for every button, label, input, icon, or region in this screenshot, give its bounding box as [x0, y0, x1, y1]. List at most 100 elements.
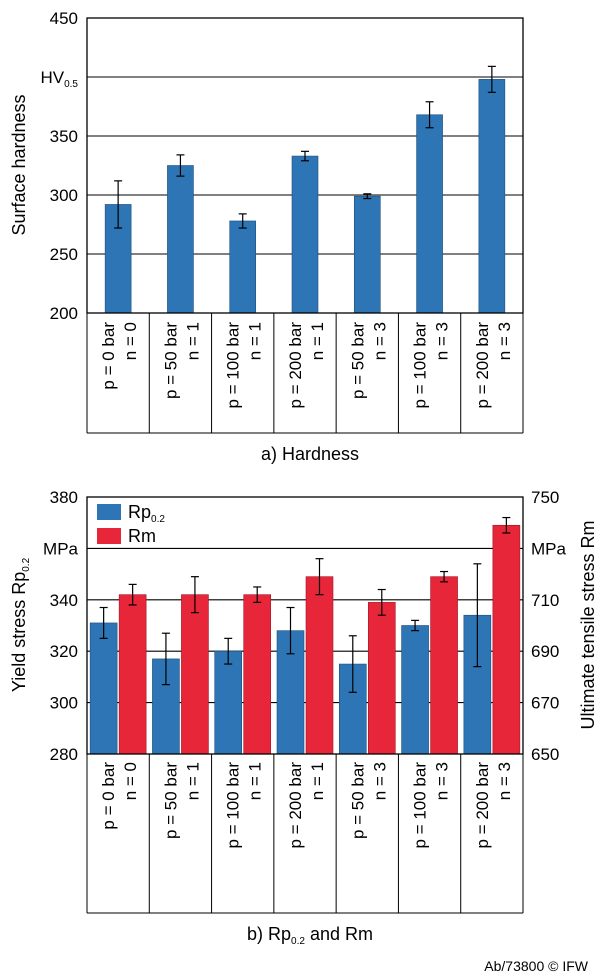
y2-tick-label: 670	[531, 694, 559, 713]
category-label-line2: n = 3	[495, 762, 514, 800]
chart-b-caption-main: b) Rp	[247, 924, 291, 944]
chart-b-caption-rest: and Rm	[305, 924, 373, 944]
category-label-line1: p = 50 bar	[161, 322, 180, 399]
y-tick-label: 380	[50, 488, 78, 507]
category-label: p = 200 bar n = 1	[286, 762, 327, 849]
bar-rm	[492, 524, 521, 755]
legend-label-rp-main: Rp	[128, 502, 151, 522]
category-label-line1: p = 200 bar	[286, 762, 305, 849]
bar-rm	[367, 602, 396, 755]
category-label-line2: n = 1	[183, 762, 202, 800]
category-label: p = 100 bar n = 3	[411, 762, 452, 849]
bar-rm	[430, 576, 458, 755]
chart-b-caption: b) Rp0.2 and Rm	[247, 924, 373, 947]
category-label-line2: n = 0	[121, 762, 140, 800]
footer-credit: Ab/73800 © IFW	[484, 958, 588, 974]
category-label-line2: n = 1	[246, 762, 265, 800]
category-label-line1: p = 100 bar	[224, 322, 243, 409]
y-tick-label: 320	[50, 642, 78, 661]
category-label: p = 50 bar n = 1	[161, 762, 202, 839]
category-label-line1: p = 200 bar	[473, 762, 492, 849]
category-label: p = 100 bar n = 1	[224, 762, 265, 849]
bar-rp	[401, 625, 429, 755]
legend-swatch-rp	[97, 504, 121, 520]
chart-b-legend: Rp0.2 Rm	[97, 502, 165, 546]
chart-b-caption-sub: 0.2	[291, 936, 305, 947]
category-label-line1: p = 50 bar	[348, 322, 367, 399]
legend-label-rm: Rm	[128, 526, 156, 546]
y2-tick-label: 710	[531, 591, 559, 610]
y-tick-label: 450	[50, 9, 78, 28]
category-label-line2: n = 1	[308, 322, 327, 360]
chart-a-unit-main: HV	[40, 68, 64, 87]
category-label-line2: n = 1	[183, 322, 202, 360]
category-label-line2: n = 1	[246, 322, 265, 360]
category-label-line1: p = 100 bar	[411, 322, 430, 409]
category-label: p = 50 bar n = 3	[348, 322, 389, 399]
category-label-line1: p = 200 bar	[286, 322, 305, 409]
chart-b-y-label-main: Yield stress Rp	[9, 572, 29, 692]
category-label-line2: n = 3	[433, 762, 452, 800]
bar	[478, 79, 506, 314]
legend-label-rp-sub: 0.2	[151, 514, 165, 525]
bar-rm	[118, 594, 147, 755]
category-label: p = 50 bar n = 3	[348, 762, 389, 839]
category-label-line1: p = 100 bar	[224, 762, 243, 849]
category-label-line1: p = 50 bar	[161, 762, 180, 839]
category-label-line1: p = 100 bar	[411, 762, 430, 849]
y-tick-label: 350	[50, 127, 78, 146]
chart-b: 380 MPa 340 320 300 280 750 MPa 710 690 670 650 p =…	[9, 488, 598, 947]
category-label: p = 0 bar n = 0	[99, 762, 140, 830]
bar	[416, 114, 443, 314]
bar	[229, 220, 257, 314]
category-label: p = 100 bar n = 3	[411, 322, 452, 409]
chart-a: 450 350 300 250 200 p = 0 bar n = 0 p = 50 bar…	[9, 9, 524, 464]
category-label-line1: p = 200 bar	[473, 322, 492, 409]
category-label: p = 100 bar n = 1	[224, 322, 265, 409]
y-tick-label: MPa	[43, 539, 79, 558]
chart-a-caption: a) Hardness	[261, 444, 359, 464]
bar	[353, 195, 381, 314]
chart-b-y-label-sub: 0.2	[21, 557, 32, 571]
category-label-line2: n = 0	[121, 322, 140, 360]
bar-rp	[89, 622, 118, 755]
y2-tick-label: MPa	[531, 539, 567, 558]
chart-b-y2-label: Ultimate tensile stress Rm	[578, 520, 598, 729]
legend-swatch-rm	[97, 528, 121, 544]
bar	[167, 165, 194, 314]
y-tick-label: 340	[50, 591, 78, 610]
chart-a-unit-label: HV0.5	[40, 68, 78, 90]
category-label: p = 200 bar n = 3	[473, 762, 514, 849]
category-label-line2: n = 3	[370, 762, 389, 800]
y-tick-label: 300	[50, 694, 78, 713]
category-label: p = 200 bar n = 1	[286, 322, 327, 409]
y-tick-label: 250	[50, 245, 78, 264]
category-label: p = 0 bar n = 0	[99, 322, 140, 390]
bar-rm	[243, 594, 272, 755]
category-label-line1: p = 0 bar	[99, 322, 118, 390]
bar-rp	[214, 650, 243, 755]
category-label-line1: p = 50 bar	[348, 762, 367, 839]
y-tick-label: 280	[50, 745, 78, 764]
category-label-line2: n = 3	[370, 322, 389, 360]
chart-b-y-label: Yield stress Rp0.2	[9, 557, 32, 692]
category-label-line1: p = 0 bar	[99, 762, 118, 830]
legend-label-rp: Rp0.2	[128, 502, 165, 525]
y2-tick-label: 690	[531, 642, 559, 661]
bar-rm	[181, 594, 209, 755]
category-label: p = 50 bar n = 1	[161, 322, 202, 399]
y2-tick-label: 750	[531, 488, 559, 507]
chart-a-plot-frame	[86, 17, 524, 314]
category-label-line2: n = 3	[495, 322, 514, 360]
y-tick-label: 300	[50, 186, 78, 205]
bar	[291, 155, 319, 314]
chart-b-plot-frame	[86, 496, 524, 755]
category-label-line2: n = 1	[308, 762, 327, 800]
bar-rm	[305, 576, 334, 755]
y2-tick-label: 650	[531, 745, 559, 764]
y-tick-label: 200	[50, 304, 78, 323]
category-label-line2: n = 3	[433, 322, 452, 360]
category-label: p = 200 bar n = 3	[473, 322, 514, 409]
chart-a-unit-sub: 0.5	[64, 79, 78, 90]
